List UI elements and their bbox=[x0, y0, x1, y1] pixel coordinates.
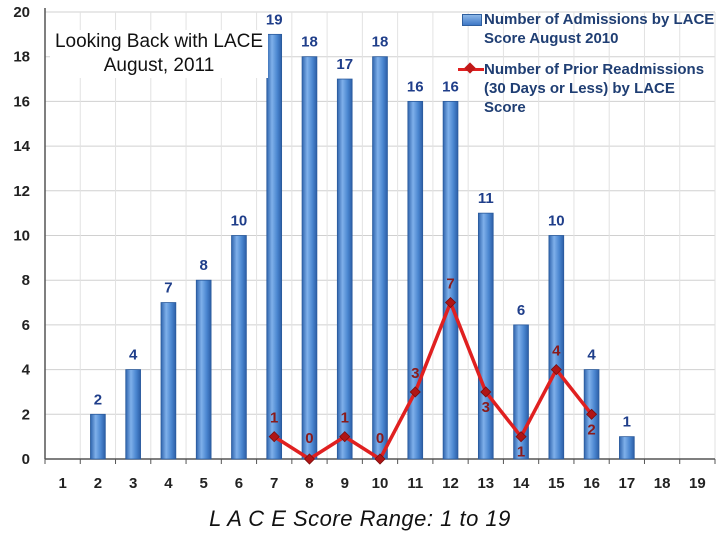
bar-15 bbox=[548, 235, 565, 460]
readmission-value-label-11: 3 bbox=[411, 365, 419, 382]
bar-10 bbox=[372, 56, 388, 460]
readmission-point-10 bbox=[374, 453, 386, 465]
y-tick-label: 10 bbox=[13, 228, 30, 245]
readmission-point-16 bbox=[586, 408, 598, 420]
bar-value-label-17: 1 bbox=[623, 414, 631, 431]
x-tick-label-1: 1 bbox=[58, 475, 66, 492]
legend: Number of Admissions by LACE Score Augus… bbox=[458, 10, 720, 129]
y-tick-label: 20 bbox=[13, 4, 30, 21]
x-tick-label-13: 13 bbox=[477, 475, 494, 492]
bar-9 bbox=[336, 78, 353, 460]
readmission-point-12 bbox=[444, 296, 457, 309]
bar-value-label-4: 7 bbox=[164, 280, 172, 297]
readmission-value-label-10: 0 bbox=[376, 430, 384, 447]
bar-value-label-5: 8 bbox=[200, 257, 208, 274]
bar-13 bbox=[477, 212, 494, 460]
x-tick-label-2: 2 bbox=[94, 475, 102, 492]
readmission-point-15 bbox=[550, 364, 562, 376]
bar-value-label-8: 18 bbox=[301, 34, 318, 51]
y-tick-label: 16 bbox=[13, 93, 30, 110]
readmission-value-label-7: 1 bbox=[270, 410, 278, 427]
x-tick-label-6: 6 bbox=[235, 475, 243, 492]
x-tick-label-10: 10 bbox=[372, 475, 389, 492]
bar-4 bbox=[160, 302, 177, 460]
bar-value-label-3: 4 bbox=[129, 347, 138, 364]
x-tick-label-11: 11 bbox=[407, 475, 423, 492]
y-tick-label: 8 bbox=[22, 272, 30, 289]
bar-value-label-7: 19 bbox=[266, 11, 283, 28]
x-tick-label-19: 19 bbox=[689, 475, 706, 492]
y-tick-label: 4 bbox=[22, 362, 31, 379]
bar-8 bbox=[301, 56, 318, 460]
legend-item-readmissions: Number of Prior Readmissions (30 Days or… bbox=[458, 60, 720, 117]
x-axis-title: L A C E Score Range: 1 to 19 bbox=[209, 506, 511, 531]
readmission-point-13 bbox=[480, 386, 492, 398]
bar-2 bbox=[90, 413, 106, 460]
bar-5 bbox=[195, 279, 212, 460]
readmission-value-label-9: 1 bbox=[341, 410, 349, 427]
legend-item-admissions: Number of Admissions by LACE Score Augus… bbox=[458, 10, 720, 48]
bar-value-label-16: 4 bbox=[587, 347, 596, 364]
bar-12 bbox=[442, 101, 459, 460]
y-tick-label: 2 bbox=[22, 406, 30, 423]
readmission-point-7 bbox=[268, 431, 280, 443]
chart-title: Looking Back with LACE August, 2011 bbox=[50, 30, 268, 78]
legend-line-swatch bbox=[458, 68, 484, 71]
bar-3 bbox=[125, 369, 141, 460]
x-tick-label-14: 14 bbox=[513, 475, 530, 492]
bar-7 bbox=[266, 33, 283, 460]
legend-label-admissions: Number of Admissions by LACE Score Augus… bbox=[484, 11, 715, 47]
x-tick-label-7: 7 bbox=[270, 475, 278, 492]
readmission-value-label-15: 4 bbox=[552, 343, 561, 360]
bar-17 bbox=[619, 436, 635, 460]
bar-value-label-14: 6 bbox=[517, 302, 525, 319]
bar-value-label-2: 2 bbox=[94, 391, 102, 408]
readmission-point-8 bbox=[303, 453, 316, 465]
gridlines bbox=[44, 11, 716, 459]
bar-11 bbox=[407, 101, 424, 460]
bar-value-label-12: 16 bbox=[442, 78, 459, 95]
x-tick-label-18: 18 bbox=[654, 475, 671, 492]
bar-14 bbox=[513, 324, 529, 460]
bar-value-label-10: 18 bbox=[372, 34, 389, 51]
readmissions-polyline bbox=[273, 300, 593, 461]
readmission-value-label-14: 1 bbox=[517, 444, 525, 461]
bar-6 bbox=[231, 235, 247, 460]
y-tick-label: 6 bbox=[22, 317, 30, 334]
legend-label-readmissions: Number of Prior Readmissions (30 Days or… bbox=[484, 61, 705, 116]
readmission-value-label-8: 0 bbox=[305, 430, 313, 447]
bar-value-label-9: 17 bbox=[336, 56, 353, 73]
y-tick-label: 18 bbox=[13, 49, 30, 66]
x-tick-label-15: 15 bbox=[548, 475, 565, 492]
bar-value-label-13: 11 bbox=[478, 190, 494, 207]
y-tick-label: 14 bbox=[13, 138, 30, 155]
bar-value-label-15: 10 bbox=[548, 213, 565, 230]
readmission-point-9 bbox=[339, 431, 351, 443]
readmissions-line bbox=[268, 296, 598, 465]
admissions-bars bbox=[90, 33, 635, 460]
x-tick-label-5: 5 bbox=[200, 475, 208, 492]
readmission-value-label-12: 7 bbox=[446, 276, 454, 293]
readmission-point-14 bbox=[515, 431, 527, 443]
y-tick-label: 12 bbox=[13, 183, 30, 200]
legend-bar-swatch bbox=[462, 14, 482, 26]
x-tick-label-12: 12 bbox=[442, 475, 459, 492]
x-tick-label-4: 4 bbox=[164, 475, 173, 492]
x-tick-label-3: 3 bbox=[129, 475, 137, 492]
y-tick-label: 0 bbox=[22, 451, 30, 468]
x-tick-label-16: 16 bbox=[583, 475, 600, 492]
readmission-point-11 bbox=[409, 386, 421, 398]
readmission-value-label-13: 3 bbox=[482, 399, 490, 416]
readmission-value-label-16: 2 bbox=[587, 421, 595, 438]
bar-value-label-11: 16 bbox=[407, 78, 424, 95]
x-tick-label-9: 9 bbox=[341, 475, 349, 492]
x-tick-label-8: 8 bbox=[305, 475, 313, 492]
x-tick-label-17: 17 bbox=[618, 475, 635, 492]
bar-value-label-6: 10 bbox=[231, 213, 248, 230]
